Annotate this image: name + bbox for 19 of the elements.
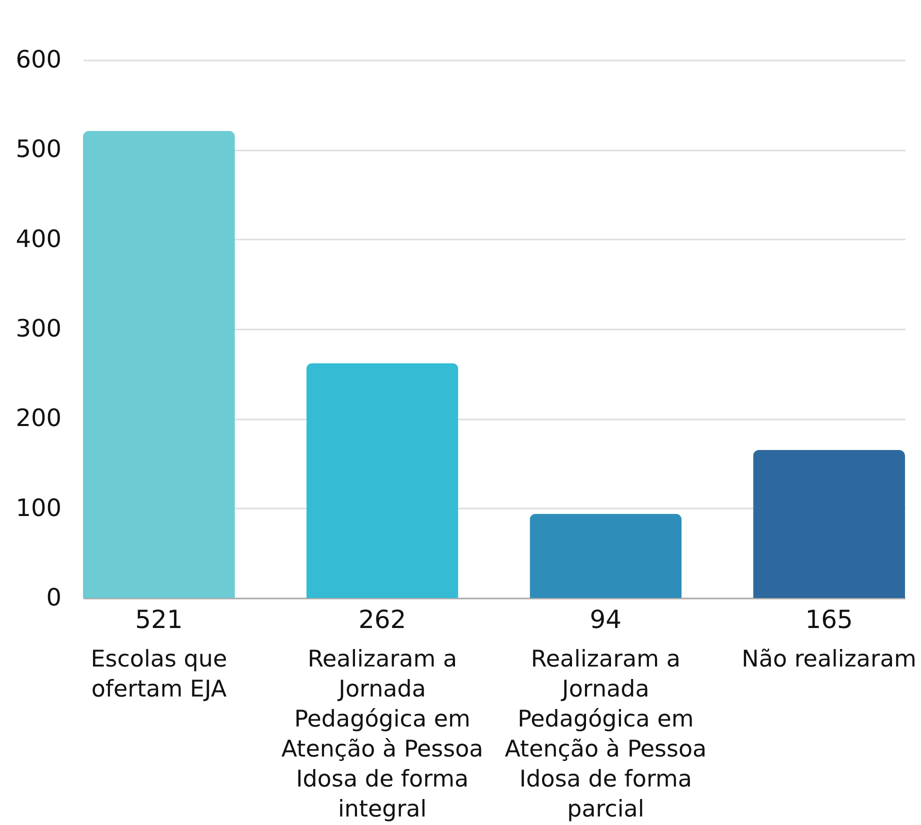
bar bbox=[306, 363, 458, 598]
data-label: 262 bbox=[358, 605, 406, 634]
y-tick-label: 100 bbox=[16, 494, 62, 522]
y-tick-label: 300 bbox=[16, 314, 62, 342]
bar bbox=[530, 514, 682, 598]
x-tick-label: Não realizaram bbox=[742, 646, 916, 672]
x-tick-label: Escolas que ofertam EJA bbox=[90, 646, 228, 702]
bar bbox=[83, 130, 235, 598]
x-tick-label: Realizaram a Jornada Pedagógica em Atenção à Pessoa Idosa de forma integral bbox=[281, 646, 484, 822]
bar bbox=[753, 450, 905, 598]
y-tick-label: 500 bbox=[16, 135, 62, 164]
y-tick-label: 0 bbox=[46, 584, 62, 612]
data-label: 94 bbox=[590, 605, 622, 634]
y-tick-label: 400 bbox=[16, 224, 62, 253]
data-label: 521 bbox=[135, 605, 183, 634]
y-tick-label: 600 bbox=[16, 46, 62, 74]
x-tick-label: Realizaram a Jornada Pedagógica em Atenção à Pessoa Idosa de forma parcial bbox=[504, 646, 707, 822]
y-tick-label: 200 bbox=[16, 404, 62, 432]
data-label: 165 bbox=[805, 605, 853, 634]
